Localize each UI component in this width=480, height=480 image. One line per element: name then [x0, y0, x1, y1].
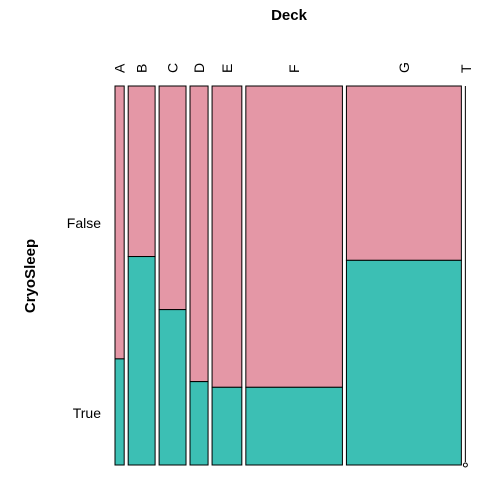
y-tick-labels: False True: [67, 215, 101, 421]
cell-a-false: [114, 85, 125, 360]
cell-c-true: [158, 309, 187, 466]
cell-t-true: [462, 462, 468, 468]
cell-d-true: [189, 381, 209, 466]
mosaic-cells: [114, 85, 468, 468]
x-tick-label-b: B: [134, 64, 150, 73]
cell-b-false: [127, 85, 156, 258]
x-tick-label-c: C: [165, 63, 181, 73]
cell-f-false: [245, 85, 343, 388]
cell-g-false: [345, 85, 462, 261]
x-tick-label-t: T: [458, 64, 474, 73]
cell-f-true: [245, 386, 343, 466]
x-tick-label-a: A: [112, 63, 128, 73]
y-axis-label: CryoSleep: [22, 239, 39, 313]
cell-g-true: [345, 259, 462, 466]
x-tick-label-e: E: [219, 64, 235, 73]
x-tick-label-f: F: [286, 64, 302, 73]
y-tick-label-true: True: [73, 405, 101, 421]
cell-a-true: [114, 358, 125, 466]
cell-e-false: [211, 85, 243, 388]
cell-b-true: [127, 256, 156, 466]
x-tick-label-g: G: [396, 62, 412, 73]
y-tick-label-false: False: [67, 215, 101, 231]
x-tick-label-d: D: [191, 63, 207, 73]
cell-d-false: [189, 85, 209, 383]
cell-c-false: [158, 85, 187, 311]
cell-e-true: [211, 386, 243, 466]
chart-title: Deck: [271, 7, 308, 24]
